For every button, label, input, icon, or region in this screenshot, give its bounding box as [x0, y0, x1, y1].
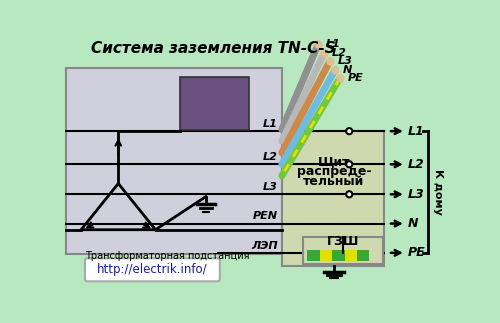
FancyBboxPatch shape — [320, 250, 332, 261]
Text: PE: PE — [408, 246, 426, 259]
Text: L2: L2 — [332, 47, 347, 57]
Text: тельный: тельный — [303, 175, 364, 189]
Circle shape — [346, 128, 352, 134]
Circle shape — [346, 191, 352, 197]
Text: N: N — [343, 65, 352, 75]
Text: L3: L3 — [408, 188, 425, 201]
FancyBboxPatch shape — [282, 131, 384, 266]
Text: L3: L3 — [263, 182, 278, 192]
Text: L3: L3 — [338, 56, 352, 66]
FancyBboxPatch shape — [357, 250, 370, 261]
FancyBboxPatch shape — [85, 258, 220, 281]
Text: N: N — [408, 217, 418, 230]
FancyBboxPatch shape — [66, 68, 282, 254]
Text: распреде-: распреде- — [296, 165, 371, 179]
Text: Щит: Щит — [318, 155, 350, 169]
Text: Система заземления TN-C-S: Система заземления TN-C-S — [91, 41, 336, 56]
Text: L2: L2 — [263, 152, 278, 162]
FancyBboxPatch shape — [180, 77, 248, 130]
Text: L1: L1 — [263, 119, 278, 129]
FancyBboxPatch shape — [332, 250, 344, 261]
FancyBboxPatch shape — [303, 237, 382, 264]
Circle shape — [346, 250, 352, 256]
Text: PE: PE — [348, 73, 364, 83]
Text: Трансформаторная подстанция: Трансформаторная подстанция — [85, 251, 249, 261]
Text: ЛЭП: ЛЭП — [252, 241, 278, 251]
Text: К дому: К дому — [432, 169, 442, 215]
FancyBboxPatch shape — [308, 250, 320, 261]
Text: L1: L1 — [408, 125, 425, 138]
Circle shape — [346, 161, 352, 167]
Text: L2: L2 — [408, 158, 425, 171]
Text: http://electrik.info/: http://electrik.info/ — [97, 263, 208, 276]
Text: ГЗШ: ГЗШ — [327, 235, 359, 248]
Text: PEN: PEN — [253, 211, 278, 221]
FancyBboxPatch shape — [344, 250, 357, 261]
Text: L1: L1 — [326, 39, 341, 49]
